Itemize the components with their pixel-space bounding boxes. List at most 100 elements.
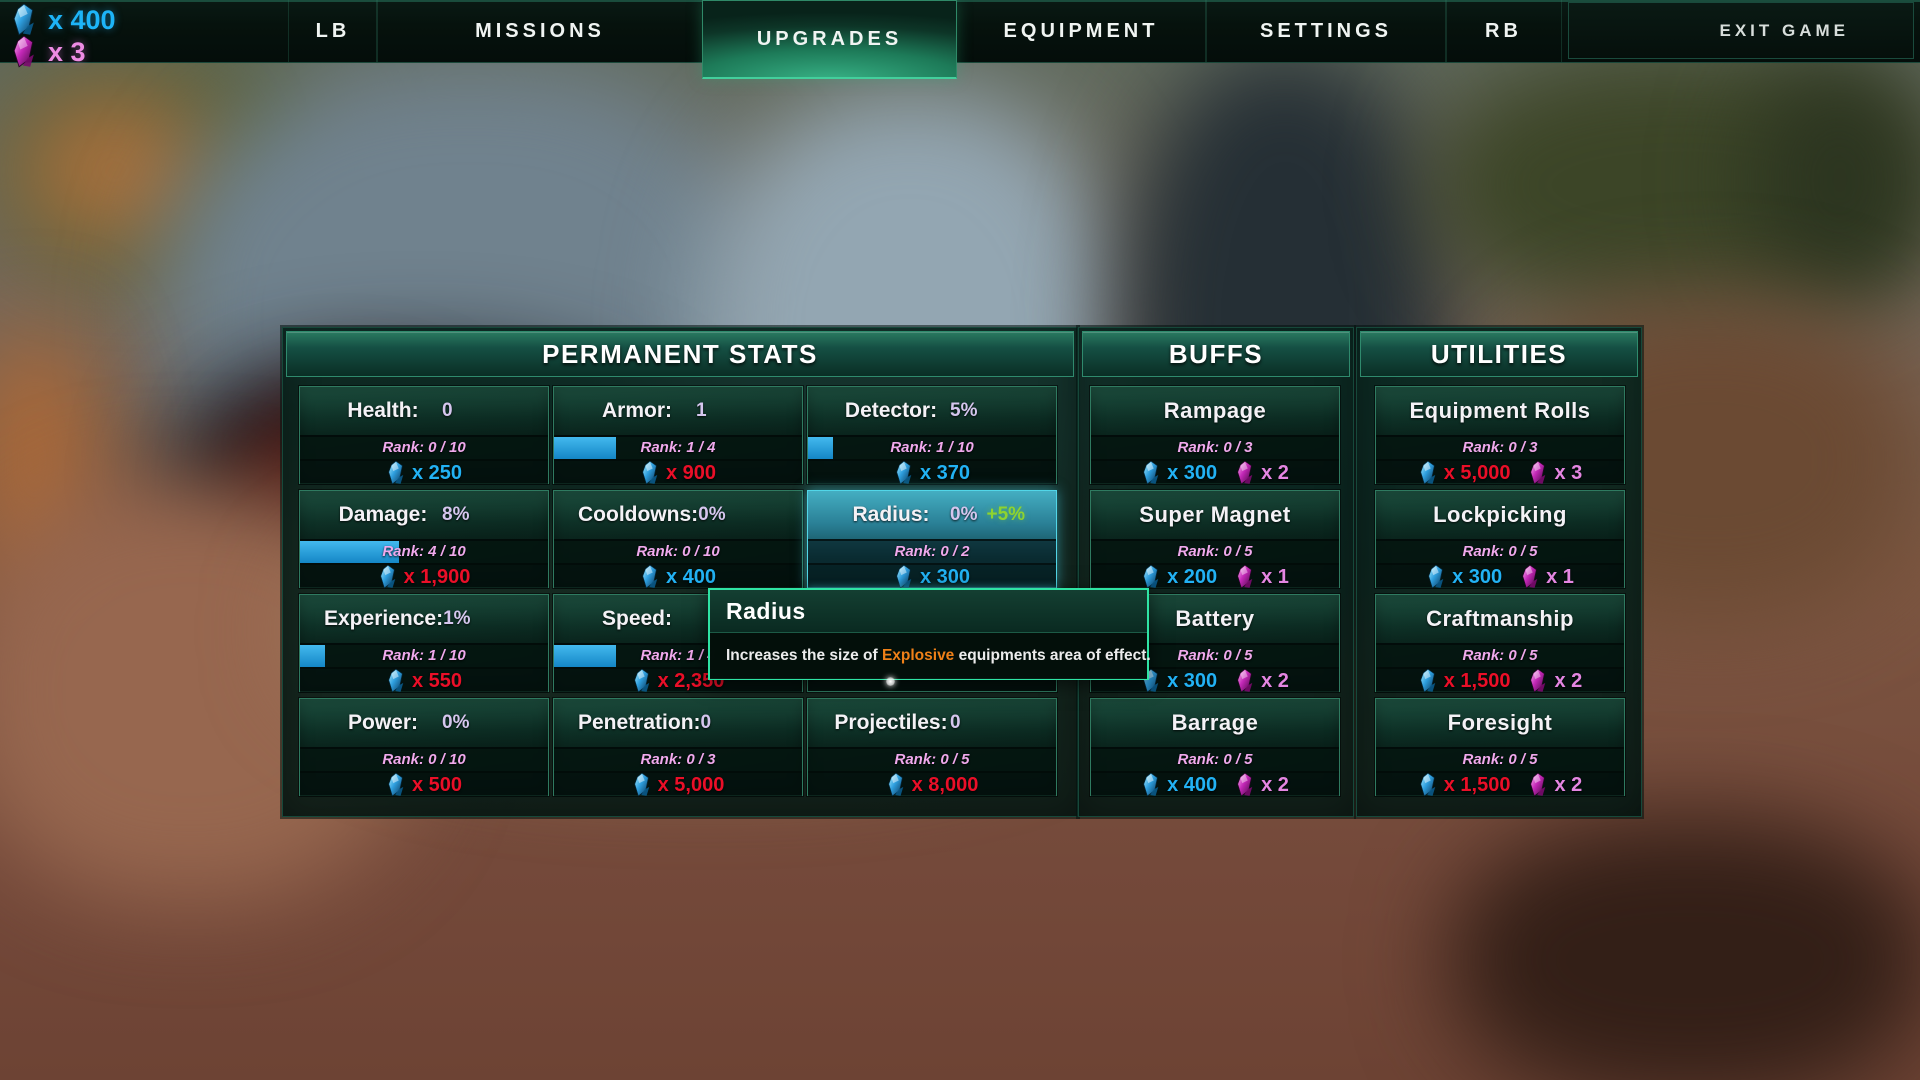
rank-text: Rank: 0 / 10 xyxy=(382,439,466,456)
top-nav-bar: LB MISSIONS UPGRADES EQUIPMENT SETTINGS … xyxy=(0,0,1920,79)
rank-text: Rank: 0 / 5 xyxy=(1177,647,1253,664)
upgrade-card-craftmanship[interactable]: Craftmanship Rank: 0 / 5 x 1,500 x 2 xyxy=(1375,594,1625,693)
cost-amount: x 2 xyxy=(1261,669,1289,692)
rank-text: Rank: 0 / 10 xyxy=(382,751,466,768)
cost-blue-gem: x 250 xyxy=(386,461,462,485)
upgrade-card-super-magnet[interactable]: Super Magnet Rank: 0 / 5 x 200 x 1 xyxy=(1090,490,1340,589)
cost-amount: x 1,900 xyxy=(403,565,471,588)
purple-gem-icon xyxy=(1237,773,1253,797)
cost-blue-gem: x 550 xyxy=(386,669,462,693)
rank-progress-band: Rank: 0 / 3 xyxy=(554,747,802,773)
tab-rb[interactable]: RB xyxy=(1445,0,1562,62)
card-title-row: Damage: 8% xyxy=(300,491,548,539)
cost-purple-gem: x 1 xyxy=(1235,565,1289,589)
rank-text: Rank: 0 / 3 xyxy=(1462,439,1538,456)
rank-progress-band: Rank: 0 / 2 xyxy=(808,539,1056,565)
purple-currency-amount: x 3 xyxy=(48,36,86,67)
cost-row: x 200 x 1 xyxy=(1091,565,1339,589)
rank-progress-band: Rank: 0 / 5 xyxy=(1376,539,1624,565)
exit-game-button[interactable]: EXIT GAME xyxy=(1568,2,1914,59)
blue-gem-icon xyxy=(1420,773,1435,797)
cost-amount: x 300 xyxy=(1452,565,1503,588)
cost-amount: x 5,000 xyxy=(657,773,725,796)
upgrade-card-radius[interactable]: Radius: 0% +5% Rank: 0 / 2 x 300 xyxy=(807,490,1057,593)
tab-equipment[interactable]: EQUIPMENT xyxy=(955,0,1207,62)
card-value: 5% xyxy=(950,400,978,421)
upgrade-card-power[interactable]: Power: 0% Rank: 0 / 10 x 500 xyxy=(299,698,549,797)
rank-text: Rank: 1 / 10 xyxy=(382,647,466,664)
card-label: Experience: xyxy=(324,607,444,630)
upgrade-card-foresight[interactable]: Foresight Rank: 0 / 5 x 1,500 x 2 xyxy=(1375,698,1625,797)
cost-row: x 400 x 2 xyxy=(1091,773,1339,797)
card-title-row: Armor: 1 xyxy=(554,387,802,435)
cost-amount: x 550 xyxy=(411,669,463,692)
upgrade-card-projectiles[interactable]: Projectiles: 0 Rank: 0 / 5 x 8,000 xyxy=(807,698,1057,797)
rank-text: Rank: 4 / 10 xyxy=(382,543,466,560)
upgrade-card-rampage[interactable]: Rampage Rank: 0 / 3 x 300 x 2 xyxy=(1090,386,1340,485)
card-label: Health: xyxy=(347,399,419,422)
permanent-stats-grid: Health: 0 Rank: 0 / 10 x 250 Armor: 1 xyxy=(299,386,1057,797)
upgrade-card-armor[interactable]: Armor: 1 Rank: 1 / 4 x 900 xyxy=(553,386,803,485)
cost-amount: x 1,500 xyxy=(1443,669,1511,692)
tooltip-text-prefix: Increases the size of xyxy=(726,647,882,664)
upgrade-card-damage[interactable]: Damage: 8% Rank: 4 / 10 x 1,900 xyxy=(299,490,549,589)
cost-blue-gem: x 900 xyxy=(640,461,716,485)
cost-row: x 500 xyxy=(300,773,548,797)
upgrade-card-lockpicking[interactable]: Lockpicking Rank: 0 / 5 x 300 x 1 xyxy=(1375,490,1625,589)
tab-upgrades[interactable]: UPGRADES xyxy=(702,0,957,79)
tab-settings[interactable]: SETTINGS xyxy=(1205,0,1447,62)
upgrade-card-battery[interactable]: Battery Rank: 0 / 5 x 300 x 2 xyxy=(1090,594,1340,693)
cost-amount: x 900 xyxy=(665,461,717,484)
card-title-row: Experience: 1% xyxy=(300,595,548,643)
cost-purple-gem: x 2 xyxy=(1235,461,1289,485)
upgrade-card-detector[interactable]: Detector: 5% Rank: 1 / 10 x 370 xyxy=(807,386,1057,485)
card-label: Equipment Rolls xyxy=(1409,398,1591,423)
tab-equipment-label: EQUIPMENT xyxy=(1003,19,1159,42)
cost-row: x 300 xyxy=(808,565,1056,589)
purple-gem-icon xyxy=(1530,461,1546,485)
purple-gem-icon xyxy=(1237,565,1253,589)
purple-gem-icon xyxy=(1530,773,1546,797)
tab-upgrades-label: UPGRADES xyxy=(756,27,903,50)
card-label: Projectiles: xyxy=(834,711,948,734)
rank-progress-fill xyxy=(300,541,400,563)
exit-game-label: EXIT GAME xyxy=(1719,20,1849,40)
cost-blue-gem: x 5,000 xyxy=(632,773,725,797)
cost-blue-gem: x 300 xyxy=(1141,669,1217,693)
upgrade-card-health[interactable]: Health: 0 Rank: 0 / 10 x 250 xyxy=(299,386,549,485)
card-label: Craftmanship xyxy=(1426,606,1574,631)
purple-gem-icon xyxy=(1237,461,1253,485)
cost-amount: x 400 xyxy=(1167,773,1218,796)
rank-progress-band: Rank: 1 / 10 xyxy=(300,643,548,669)
card-label: Detector: xyxy=(844,399,938,422)
tab-lb[interactable]: LB xyxy=(288,0,378,62)
cost-purple-gem: x 3 xyxy=(1528,461,1582,485)
rank-progress-band: Rank: 0 / 3 xyxy=(1376,435,1624,461)
blue-gem-icon xyxy=(634,773,649,797)
card-value-group: 0 xyxy=(950,712,1042,734)
cost-amount: x 2 xyxy=(1554,773,1583,796)
card-title-row: Penetration: 0 xyxy=(554,699,802,747)
purple-currency-row: x 3 xyxy=(10,36,116,68)
card-label: Armor: xyxy=(601,399,672,422)
upgrade-card-experience[interactable]: Experience: 1% Rank: 1 / 10 x 550 xyxy=(299,594,549,693)
rank-progress-band: Rank: 1 / 4 xyxy=(554,435,802,461)
card-title-row: Radius: 0% +5% xyxy=(808,491,1056,539)
tab-missions[interactable]: MISSIONS xyxy=(376,0,704,62)
utilities-header: UTILITIES xyxy=(1360,331,1638,377)
upgrade-card-barrage[interactable]: Barrage Rank: 0 / 5 x 400 x 2 xyxy=(1090,698,1340,797)
blue-gem-icon xyxy=(388,669,404,693)
card-label: Barrage xyxy=(1171,710,1259,735)
rank-text: Rank: 0 / 3 xyxy=(1177,439,1253,456)
card-bonus-value: +5% xyxy=(986,504,1026,525)
cost-blue-gem: x 1,900 xyxy=(378,565,471,589)
rank-text: Rank: 0 / 5 xyxy=(1462,647,1538,664)
upgrade-card-penetration[interactable]: Penetration: 0 Rank: 0 / 3 x 5,000 xyxy=(553,698,803,797)
blue-gem-icon xyxy=(13,4,34,36)
blue-gem-icon xyxy=(1143,565,1159,589)
upgrade-card-equipment-rolls[interactable]: Equipment Rolls Rank: 0 / 3 x 5,000 x 3 xyxy=(1375,386,1625,485)
upgrade-card-cooldowns[interactable]: Cooldowns: 0% Rank: 0 / 10 x 400 xyxy=(553,490,803,589)
cost-purple-gem: x 2 xyxy=(1528,669,1582,693)
card-value-group: 0% xyxy=(442,712,534,734)
utilities-list: Equipment Rolls Rank: 0 / 3 x 5,000 x 3 … xyxy=(1375,386,1625,797)
